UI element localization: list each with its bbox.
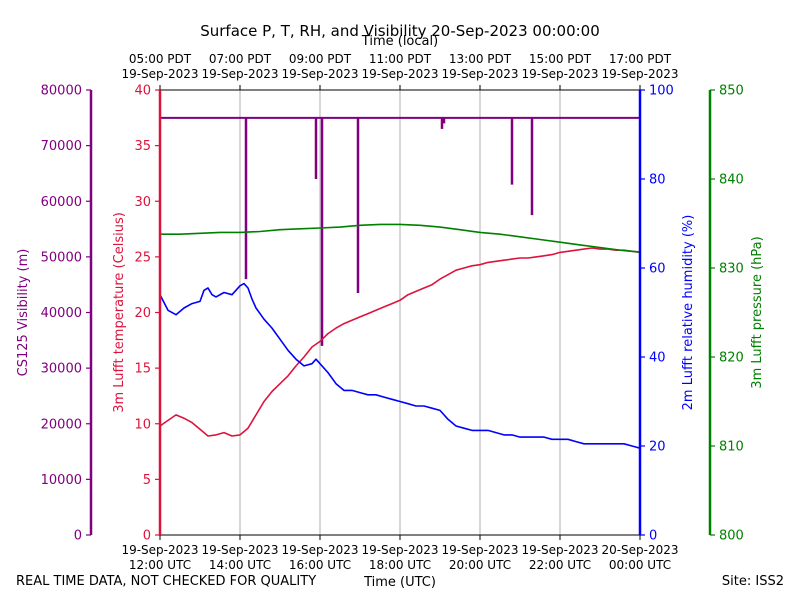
- temperature-axis-label: 3m Lufft temperature (Celsius): [112, 212, 127, 413]
- bottom-x-tick-date: 19-Sep-2023: [361, 543, 438, 557]
- top-x-tick-date: 19-Sep-2023: [121, 67, 198, 81]
- top-x-tick-time: 05:00 PDT: [129, 52, 192, 66]
- pressure-axis-tick-label: 800: [719, 529, 744, 544]
- top-x-tick-date: 19-Sep-2023: [361, 67, 438, 81]
- bottom-x-tick-time: 14:00 UTC: [209, 558, 271, 572]
- visibility-axis-tick-label: 20000: [41, 417, 82, 432]
- humidity-axis-tick-label: 0: [649, 529, 657, 544]
- temperature-axis-tick-label: 40: [134, 84, 151, 99]
- bottom-x-tick-time: 20:00 UTC: [449, 558, 511, 572]
- humidity-axis-tick-label: 40: [649, 351, 666, 366]
- site-label: Site: ISS2: [721, 574, 784, 589]
- top-x-tick-date: 19-Sep-2023: [601, 67, 678, 81]
- bottom-x-tick-time: 00:00 UTC: [609, 558, 671, 572]
- visibility-axis-tick-label: 40000: [41, 306, 82, 321]
- bottom-x-tick-time: 12:00 UTC: [129, 558, 191, 572]
- top-x-tick-time: 13:00 PDT: [449, 52, 512, 66]
- top-x-tick-time: 09:00 PDT: [289, 52, 352, 66]
- top-x-tick-date: 19-Sep-2023: [441, 67, 518, 81]
- temperature-axis-tick-label: 20: [134, 306, 151, 321]
- top-x-tick-time: 17:00 PDT: [609, 52, 672, 66]
- bottom-x-tick-date: 20-Sep-2023: [601, 543, 678, 557]
- humidity-axis-tick-label: 100: [649, 84, 674, 99]
- y-axes: 0100002000030000400005000060000700008000…: [16, 84, 765, 544]
- chart-title: Surface P, T, RH, and Visibility 20-Sep-…: [200, 22, 600, 40]
- top-x-tick-time: 11:00 PDT: [369, 52, 432, 66]
- bottom-x-tick-time: 16:00 UTC: [289, 558, 351, 572]
- pressure-axis-tick-label: 840: [719, 173, 744, 188]
- bottom-x-tick-date: 19-Sep-2023: [201, 543, 278, 557]
- top-x-tick-date: 19-Sep-2023: [201, 67, 278, 81]
- visibility-axis-tick-label: 70000: [41, 139, 82, 154]
- bottom-x-tick-date: 19-Sep-2023: [441, 543, 518, 557]
- visibility-axis-tick-label: 60000: [41, 195, 82, 210]
- pressure-axis-tick-label: 830: [719, 262, 744, 277]
- visibility-axis-tick-label: 80000: [41, 84, 82, 99]
- bottom-x-tick-date: 19-Sep-2023: [121, 543, 198, 557]
- temperature-axis-tick-label: 5: [143, 473, 151, 488]
- humidity-axis-tick-label: 60: [649, 262, 666, 277]
- visibility-axis-tick-label: 0: [74, 529, 82, 544]
- pressure-line: [160, 223, 641, 253]
- temperature-axis-tick-label: 10: [134, 417, 151, 432]
- bottom-x-axis-label: Time (UTC): [364, 575, 436, 590]
- pressure-axis-tick-label: 810: [719, 440, 744, 455]
- temperature-axis-tick-label: 35: [134, 139, 151, 154]
- top-x-tick-time: 15:00 PDT: [529, 52, 592, 66]
- top-x-tick-date: 19-Sep-2023: [281, 67, 358, 81]
- humidity-axis-label: 2m Lufft relative humidity (%): [681, 215, 696, 411]
- pressure-axis-label: 3m Lufft pressure (hPa): [750, 236, 765, 388]
- pressure-axis-tick-label: 850: [719, 84, 744, 99]
- temperature-axis-tick-label: 30: [134, 195, 151, 210]
- temperature-axis-tick-label: 25: [134, 250, 151, 265]
- visibility-axis-tick-label: 30000: [41, 362, 82, 377]
- humidity-line: [159, 282, 641, 449]
- temperature-line: [159, 247, 641, 437]
- x-gridlines: [239, 90, 561, 535]
- top-x-axis-label: Time (local): [361, 34, 439, 49]
- bottom-x-tick-date: 19-Sep-2023: [521, 543, 598, 557]
- visibility-axis-tick-label: 10000: [41, 473, 82, 488]
- temperature-axis-tick-label: 15: [134, 362, 151, 377]
- visibility-axis-tick-label: 50000: [41, 250, 82, 265]
- data-series: [159, 116, 641, 449]
- top-x-tick-time: 07:00 PDT: [209, 52, 272, 66]
- quality-disclaimer: REAL TIME DATA, NOT CHECKED FOR QUALITY: [16, 574, 317, 589]
- top-x-tick-date: 19-Sep-2023: [521, 67, 598, 81]
- bottom-x-tick-time: 22:00 UTC: [529, 558, 591, 572]
- humidity-axis-tick-label: 20: [649, 440, 666, 455]
- bottom-x-tick-time: 18:00 UTC: [369, 558, 431, 572]
- pressure-axis-tick-label: 820: [719, 351, 744, 366]
- temperature-axis-tick-label: 0: [143, 529, 151, 544]
- bottom-x-tick-date: 19-Sep-2023: [281, 543, 358, 557]
- humidity-axis-tick-label: 80: [649, 173, 666, 188]
- visibility-axis-label: CS125 Visibility (m): [16, 249, 31, 377]
